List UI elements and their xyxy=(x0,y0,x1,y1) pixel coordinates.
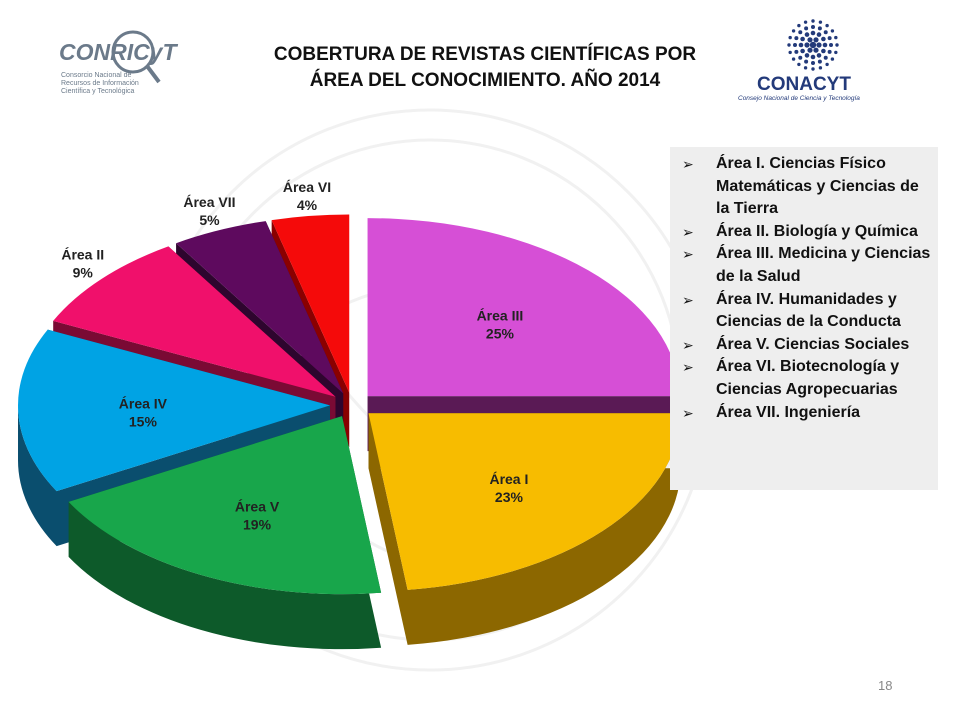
arrow-bullet-icon: ➢ xyxy=(682,246,694,263)
pie-slice xyxy=(18,329,331,492)
arrow-bullet-icon: ➢ xyxy=(682,223,694,240)
slice-category-label: Área V xyxy=(235,498,280,514)
title-line-2: ÁREA DEL CONOCIMIENTO. AÑO 2014 xyxy=(309,70,661,91)
slice-percent-label: 5% xyxy=(199,212,220,228)
legend-item: ➢ Área IV. Humanidades y Ciencias de la C… xyxy=(682,290,901,331)
legend-item: ➢ Área V. Ciencias Sociales xyxy=(678,334,932,357)
slice-percent-label: 15% xyxy=(129,414,158,430)
legend-box: ➢ Área I. Ciencias Físico Matemáticas y C… xyxy=(670,147,938,490)
pie-slice xyxy=(53,246,336,397)
arrow-bullet-icon: ➢ xyxy=(682,404,694,421)
arrow-bullet-icon: ➢ xyxy=(682,359,694,376)
slice-percent-label: 23% xyxy=(495,489,524,505)
slice-percent-label: 25% xyxy=(486,326,515,342)
pie-slice xyxy=(176,221,344,394)
conricyt-logo-sub3: Científica y Tecnológica xyxy=(61,88,135,95)
legend-item: ➢ Área VI. Biotecnología y Ciencias Agrop… xyxy=(682,358,900,398)
conricyt-logo-sub2: Recursos de Información xyxy=(61,80,139,87)
conricyt-logo: CONRICyT Consorcio Nacional de Recursos … xyxy=(59,30,179,95)
conacyt-dots-icon xyxy=(787,19,839,71)
conacyt-logo-sub: Consejo Nacional de Ciencia y Tecnología xyxy=(738,95,860,102)
legend-item: ➢ Área VII. Ingeniería xyxy=(678,402,932,425)
legend-item: ➢ Área III. Medicina y Ciencias de la Sal… xyxy=(682,245,931,285)
slice-percent-label: 4% xyxy=(297,197,318,213)
title-line-1: COBERTURA DE REVISTAS CIENTÍFICAS POR xyxy=(273,44,697,65)
pie-slice xyxy=(271,214,350,393)
pie-slice-side xyxy=(368,413,681,645)
page-number: 18 xyxy=(878,678,893,693)
conricyt-logo-sub1: Consorcio Nacional de xyxy=(61,72,132,79)
legend-item: ➢ Área II. Biología y Química xyxy=(678,221,932,244)
pie-slice xyxy=(367,218,680,397)
conacyt-logo: CONACYT Consejo Nacional de Ciencia y Te… xyxy=(738,19,860,102)
pie-slice xyxy=(68,416,382,595)
arrow-bullet-icon: ➢ xyxy=(682,336,694,353)
slice-category-label: Área II xyxy=(61,247,104,263)
slice-category-label: Área VI xyxy=(283,179,331,195)
conacyt-logo-text: CONACYT xyxy=(757,74,851,95)
page-title: COBERTURA DE REVISTAS CIENTÍFICAS POR ÁR… xyxy=(200,42,770,94)
arrow-bullet-icon: ➢ xyxy=(682,156,694,172)
slice-percent-label: 9% xyxy=(73,265,94,281)
slice-category-label: Área III xyxy=(477,308,524,324)
slice-category-label: Área I xyxy=(489,471,528,487)
conricyt-logo-text: CONRICyT xyxy=(59,39,179,65)
slice-percent-label: 19% xyxy=(243,516,272,532)
pie-slice xyxy=(368,413,681,590)
legend-item: ➢ Área I. Ciencias Físico Matemáticas y C… xyxy=(682,155,919,218)
slice-category-label: Área IV xyxy=(119,396,168,412)
slice-category-label: Área VII xyxy=(183,194,235,210)
arrow-bullet-icon: ➢ xyxy=(682,291,694,308)
